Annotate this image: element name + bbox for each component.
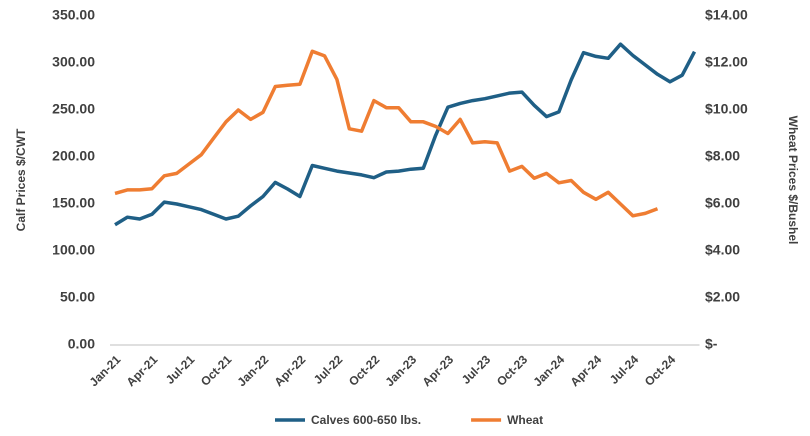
y2-tick-label: $- [705,336,718,352]
x-tick-label: Jul-23 [459,352,494,387]
series-line [114,42,697,227]
y-tick-label: 100.00 [52,242,95,258]
y-tick-label: 150.00 [52,195,95,211]
y-tick-label: 350.00 [52,7,95,23]
x-tick-label: Jan-24 [530,352,567,389]
y2-tick-label: $14.00 [705,7,748,23]
y-tick-label: 250.00 [52,101,95,117]
y2-tick-label: $8.00 [705,148,740,164]
x-tick-label: Jan-21 [87,352,124,389]
y-tick-label: 0.00 [68,336,95,352]
legend-label: Wheat [507,413,543,427]
legend-label: Calves 600-650 lbs. [311,413,421,427]
x-tick-label: Apr-24 [567,352,604,389]
y2-tick-label: $10.00 [705,101,748,117]
x-tick-label: Jan-22 [235,352,272,389]
y-tick-label: 300.00 [52,54,95,70]
x-tick-label: Oct-21 [198,352,235,389]
x-tick-label: Jul-24 [607,352,642,387]
x-tick-label: Apr-21 [124,352,161,389]
x-tick-label: Jul-21 [163,352,198,387]
x-tick-label: Apr-22 [272,352,309,389]
x-tick-label: Apr-23 [419,352,456,389]
x-tick-label: Oct-24 [642,352,679,389]
y2-axis-title: Wheat Prices $/Bushel [786,116,800,245]
y-tick-label: 50.00 [60,289,95,305]
y2-tick-label: $4.00 [705,242,740,258]
y2-tick-label: $2.00 [705,289,740,305]
series-line [114,49,659,218]
x-tick-label: Oct-23 [494,352,531,389]
x-tick-label: Oct-22 [346,352,383,389]
x-tick-label: Jul-22 [311,352,346,387]
y2-tick-label: $12.00 [705,54,748,70]
y-tick-label: 200.00 [52,148,95,164]
x-tick-label: Jan-23 [382,352,419,389]
y2-tick-label: $6.00 [705,195,740,211]
y-axis-title: Calf Prices $/CWT [14,128,28,231]
